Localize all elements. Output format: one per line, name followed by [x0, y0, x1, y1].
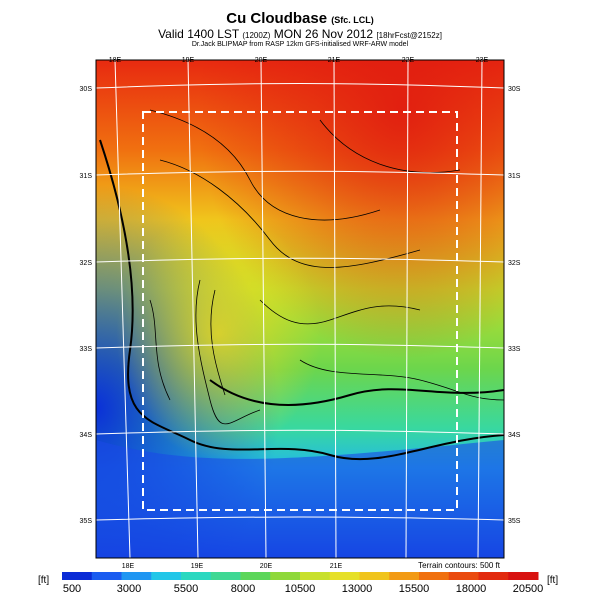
colorbar-swatch	[329, 572, 360, 580]
terrain-contour	[319, 119, 461, 173]
colorbar-swatch	[478, 572, 509, 580]
escarpment-path	[209, 379, 504, 406]
terrain-contour	[299, 359, 504, 401]
lon-label-top: 22E	[402, 57, 415, 64]
coastline	[99, 139, 504, 461]
meridian-18E	[114, 60, 131, 558]
lon-label-bottom: 19E	[191, 563, 204, 570]
colorbar-swatch	[419, 572, 450, 580]
inner-domain-boundary	[142, 111, 458, 511]
colorbar-label: 10500	[284, 583, 316, 595]
valid-time: Valid 1400 LST (1200Z) MON 26 Nov 2012 […	[0, 27, 600, 41]
colorbar-swatch	[210, 572, 241, 580]
colorbar-swatch	[62, 572, 93, 580]
lon-label-bottom: 20E	[260, 563, 273, 570]
terrain-contours	[149, 109, 504, 425]
colorbar-swatch	[359, 572, 390, 580]
colorbar-label: 500	[62, 583, 82, 595]
colorbar-label: 13000	[341, 583, 373, 595]
colorbar-labels: 500 3000 5500 8000 10500 13000 15500 180…	[0, 583, 600, 597]
lon-label-top: 23E	[476, 57, 489, 64]
model-credit: Dr.Jack BLIPMAP from RASP 12km GFS-initi…	[191, 41, 409, 48]
colorbar-label: 3000	[116, 583, 142, 595]
lat-label-left: 35S	[80, 518, 93, 525]
lat-label-right: 32S	[508, 260, 521, 267]
lon-label-top: 21E	[328, 57, 341, 64]
forecast-run: [18hrFcst@2152z]	[376, 31, 442, 40]
colorbar-label: 18000	[455, 583, 487, 595]
lon-label-top: 20E	[255, 57, 268, 64]
map-frame	[95, 59, 505, 559]
chart-title-suffix: (Sfc. LCL)	[331, 15, 374, 25]
parallel-31S	[96, 170, 504, 176]
lat-label-right: 35S	[508, 518, 521, 525]
parallel-33S	[96, 343, 504, 349]
lon-label-bottom: 18E	[122, 563, 135, 570]
colorbar-swatch	[151, 572, 182, 580]
meridian-20E	[260, 60, 267, 558]
chart-title-main: Cu Cloudbase	[226, 10, 328, 27]
parallel-30S	[96, 83, 504, 89]
meridian-21E	[333, 60, 337, 558]
lat-label-left: 31S	[80, 173, 93, 180]
map-field	[96, 60, 504, 558]
lat-label-right: 33S	[508, 346, 521, 353]
colorbar-swatch	[181, 572, 212, 580]
lat-label-left: 32S	[80, 260, 93, 267]
parallel-32S	[96, 257, 504, 263]
colorbar-swatch	[270, 572, 301, 580]
graticule-labels: 18E 19E 20E 21E 22E 23E 18E 19E 20E 21E …	[80, 57, 521, 570]
colorbar-swatch	[300, 572, 331, 580]
graticule	[96, 60, 504, 558]
valid-date: MON 26 Nov 2012	[273, 27, 374, 41]
colorbar-label: 8000	[230, 583, 256, 595]
terrain-contour	[259, 299, 421, 325]
colorbar-swatch	[448, 572, 479, 580]
lat-label-left: 30S	[80, 86, 93, 93]
colorbar-swatch	[91, 572, 122, 580]
lat-label-right: 31S	[508, 173, 521, 180]
terrain-contour	[195, 279, 261, 425]
chart-title: Cu Cloudbase (Sfc. LCL)	[0, 10, 600, 27]
lat-label-left: 33S	[80, 346, 93, 353]
lat-label-right: 30S	[508, 86, 521, 93]
meridian-22E	[405, 60, 409, 558]
terrain-contour-note: Terrain contours: 500 ft	[418, 561, 501, 570]
parallel-34S	[96, 429, 504, 435]
terrain-contour	[149, 109, 381, 221]
parallel-35S	[96, 516, 504, 521]
unit-label-left: [ft]	[38, 575, 50, 586]
valid-time-label: Valid 1400 LST	[158, 27, 240, 41]
lon-label-top: 18E	[109, 57, 122, 64]
colorbar-label: 20500	[512, 583, 544, 595]
terrain-contour	[159, 159, 421, 268]
southern-ocean	[96, 440, 504, 558]
colorbar-label: 5500	[173, 583, 199, 595]
lat-label-left: 34S	[80, 432, 93, 439]
lon-label-bottom: 21E	[330, 563, 343, 570]
colorbar-swatch	[508, 572, 539, 580]
colorbar-swatch	[240, 572, 271, 580]
meridian-19E	[187, 60, 199, 558]
colorbar	[62, 572, 539, 580]
meridian-23E	[477, 60, 483, 558]
lat-label-right: 34S	[508, 432, 521, 439]
colorbar-label: 15500	[398, 583, 430, 595]
colorbar-swatch	[121, 572, 152, 580]
coastline-path	[99, 139, 504, 461]
valid-time-utc: (1200Z)	[242, 31, 271, 40]
terrain-contour	[210, 289, 226, 396]
colorbar-swatch	[389, 572, 420, 580]
lon-label-top: 19E	[182, 57, 195, 64]
unit-label-right: [ft]	[547, 575, 559, 586]
